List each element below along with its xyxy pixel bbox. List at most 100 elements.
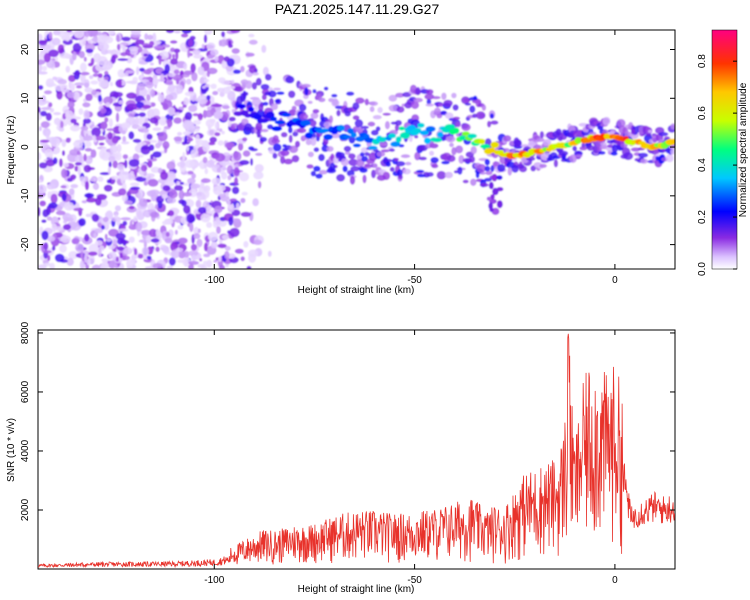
heatmap-cell [197,206,207,214]
heatmap-cell [72,71,82,75]
heatmap-cell [40,110,47,117]
heatmap-cell [135,207,142,218]
heatmap-y-tick-label: 10 [20,92,31,104]
heatmap-cell [310,137,317,146]
heatmap-cell [473,95,478,101]
heatmap-cell [165,232,170,237]
heatmap-cell [383,158,393,163]
heatmap-cell [76,150,81,156]
heatmap-cell [121,194,128,202]
heatmap-cell [108,30,115,35]
heatmap-cell [349,175,356,185]
heatmap-cell [184,250,190,259]
heatmap-cell [262,101,269,106]
heatmap-cell [306,164,314,169]
heatmap-cell [96,193,108,201]
heatmap-cell [539,131,545,139]
heatmap-cell [352,102,360,110]
heatmap-cell [219,193,226,198]
heatmap-cell [388,104,399,112]
heatmap-cell [41,95,47,102]
heatmap-cell [204,168,209,175]
heatmap-cell [73,207,84,212]
heatmap-cell [457,166,463,175]
heatmap-cell [59,244,67,253]
heatmap-cell [234,86,244,92]
heatmap-cell [616,119,626,128]
heatmap-cell [128,173,132,180]
heatmap-cell [346,91,355,96]
heatmap-cell [369,106,375,113]
heatmap-cell [79,260,85,269]
heatmap-cell [389,166,395,172]
heatmap-cell [83,153,87,162]
heatmap-cell [162,185,171,192]
heatmap-cell [129,48,139,55]
heatmap-cell [348,158,359,167]
heatmap-cell [202,85,206,89]
heatmap-cell [191,254,197,262]
heatmap-cell [181,30,192,34]
heatmap-cell [170,40,178,44]
heatmap-cell [213,259,218,263]
heatmap-panel: -100 -50 0 20 10 0 -10 -20 Height of straight … [6,29,676,296]
heatmap-cell [84,253,88,263]
heatmap-cell [301,83,311,88]
heatmap-cell [426,89,434,95]
heatmap-cell [475,111,486,120]
heatmap-cell [83,30,91,37]
heatmap-cell [507,166,513,176]
heatmap-cell [514,140,522,147]
heatmap-cell [228,44,233,48]
heatmap-cell [48,31,53,40]
heatmap-cell [357,127,364,132]
heatmap-cell [123,200,133,205]
heatmap-cell [227,175,232,181]
heatmap-cell [83,109,90,120]
snr-y-ticks: 2000 4000 6000 8000 [20,321,675,521]
heatmap-cell [152,77,159,85]
heatmap-cell [138,112,146,117]
heatmap-cell [296,127,307,134]
heatmap-cell [129,220,133,228]
heatmap-cell [214,111,224,119]
heatmap-cell [141,229,151,235]
heatmap-cell [83,135,94,141]
heatmap-cell [431,163,439,169]
heatmap-cell [145,235,152,244]
heatmap-cell [41,65,48,71]
heatmap-cell [270,116,278,122]
heatmap-cell [125,80,137,84]
heatmap-cell [424,93,435,100]
heatmap-x-axis-label: Height of straight line (km) [298,285,415,296]
heatmap-cell [268,90,277,98]
heatmap-cell [203,34,208,43]
heatmap-cell [146,133,153,140]
heatmap-cell [204,109,214,118]
heatmap-cell [242,137,248,142]
heatmap-cell [122,171,129,175]
heatmap-cell [382,171,391,181]
heatmap-cell [455,121,462,128]
heatmap-cell [128,131,135,140]
heatmap-cell [350,132,357,138]
heatmap-cell [183,62,188,70]
heatmap-cell [206,206,211,214]
heatmap-cell [245,80,253,89]
heatmap-y-tick-label: 0 [20,144,31,150]
snr-panel: -100 -50 0 2000 4000 6000 8000 Height of stra… [6,321,676,595]
heatmap-cell [160,73,165,82]
heatmap-cell [190,149,197,159]
heatmap-cell [184,135,188,145]
heatmap-cell [38,85,44,90]
heatmap-cell [128,205,135,210]
heatmap-cell [128,236,135,243]
heatmap-cell [197,94,208,105]
heatmap-cell [164,237,173,244]
heatmap-cell [393,157,399,162]
heatmap-cell [170,58,178,65]
heatmap-cell [452,104,459,111]
heatmap-cell [312,89,317,94]
heatmap-cell [51,245,56,251]
